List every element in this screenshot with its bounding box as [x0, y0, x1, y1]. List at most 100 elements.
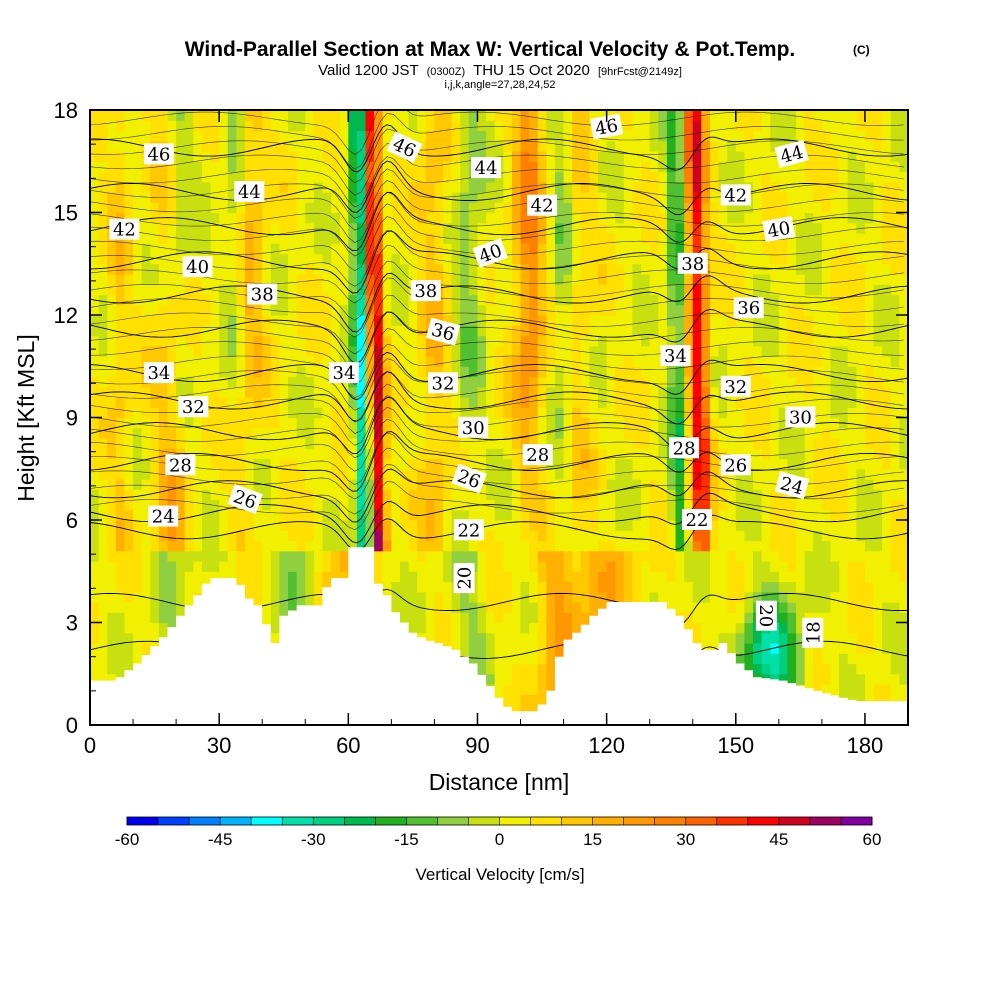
- field-cell: [761, 253, 771, 265]
- field-cell: [477, 356, 487, 367]
- field-cell: [718, 253, 728, 265]
- field-cell: [124, 263, 134, 275]
- field-cell: [589, 571, 599, 583]
- field-cell: [623, 294, 634, 306]
- field-cell: [408, 304, 418, 316]
- field-cell: [150, 427, 160, 439]
- field-cell: [425, 458, 436, 470]
- field-cell: [227, 274, 237, 285]
- field-cell: [115, 120, 126, 132]
- field-cell: [658, 571, 668, 583]
- field-cell: [460, 489, 470, 501]
- field-cell: [735, 284, 745, 296]
- field-cell: [641, 345, 651, 357]
- field-cell: [529, 335, 539, 347]
- field-cell: [262, 202, 272, 214]
- field-cell: [486, 325, 496, 337]
- field-cell: [520, 407, 530, 419]
- field-cell: [296, 263, 306, 275]
- field-cell: [787, 438, 797, 449]
- field-cell: [425, 427, 436, 439]
- field-cell: [356, 304, 367, 316]
- field-cell: [744, 161, 754, 173]
- field-cell: [339, 438, 349, 449]
- field-cell: [692, 550, 702, 562]
- field-cell: [348, 294, 358, 306]
- field-cell: [201, 438, 212, 449]
- field-cell: [184, 356, 194, 367]
- field-cell: [623, 253, 634, 265]
- field-cell: [107, 489, 117, 501]
- field-cell: [537, 530, 547, 542]
- field-cell: [709, 151, 720, 162]
- field-cell: [236, 284, 246, 296]
- field-cell: [150, 171, 160, 183]
- field-cell: [486, 233, 496, 244]
- field-cell: [417, 140, 427, 152]
- field-cell: [778, 407, 789, 419]
- field-cell: [150, 284, 160, 296]
- field-cell: [718, 110, 728, 121]
- field-cell: [787, 622, 797, 634]
- field-cell: [537, 632, 547, 644]
- field-cell: [124, 110, 134, 121]
- field-cell: [443, 274, 453, 285]
- field-cell: [753, 222, 763, 234]
- field-cell: [572, 356, 582, 367]
- field-cell: [451, 448, 461, 460]
- field-cell: [408, 479, 418, 490]
- field-cell: [348, 520, 358, 531]
- field-cell: [761, 315, 771, 326]
- field-cell: [331, 284, 341, 296]
- field-cell: [718, 427, 728, 439]
- field-cell: [486, 192, 496, 203]
- field-cell: [572, 151, 582, 162]
- field-cell: [675, 294, 685, 306]
- field-cell: [210, 304, 220, 316]
- field-cell: [176, 366, 186, 378]
- field-cell: [417, 602, 427, 613]
- field-cell: [606, 530, 616, 542]
- title-mark: (C): [853, 43, 870, 57]
- field-cell: [124, 171, 134, 183]
- field-cell: [580, 222, 591, 234]
- field-cell: [572, 561, 582, 572]
- field-cell: [331, 550, 341, 562]
- field-cell: [546, 130, 556, 142]
- field-cell: [735, 345, 745, 357]
- field-cell: [649, 304, 659, 316]
- field-cell: [486, 222, 496, 234]
- field-cell: [391, 427, 401, 439]
- field-cell: [701, 417, 711, 429]
- field-cell: [270, 530, 281, 542]
- field-cell: [658, 550, 668, 562]
- field-cell: [641, 274, 651, 285]
- field-cell: [503, 345, 513, 357]
- field-cell: [563, 520, 573, 531]
- field-cell: [520, 673, 530, 685]
- field-cell: [589, 243, 599, 255]
- field-cell: [666, 161, 677, 173]
- field-cell: [417, 622, 427, 634]
- field-cell: [666, 397, 677, 408]
- field-cell: [443, 602, 453, 613]
- field-cell: [796, 509, 806, 521]
- field-cell: [270, 520, 281, 531]
- field-cell: [107, 294, 117, 306]
- field-cell: [554, 181, 565, 193]
- field-cell: [606, 151, 616, 162]
- field-cell: [520, 253, 530, 265]
- field-cell: [675, 581, 685, 593]
- field-cell: [339, 222, 349, 234]
- field-cell: [787, 509, 797, 521]
- field-cell: [520, 540, 530, 552]
- field-cell: [563, 140, 573, 152]
- field-cell: [262, 591, 272, 603]
- field-cell: [529, 345, 539, 357]
- field-cell: [201, 161, 212, 173]
- field-cell: [133, 181, 143, 193]
- field-cell: [150, 571, 160, 583]
- field-cell: [98, 468, 108, 480]
- field-cell: [356, 325, 367, 337]
- field-cell: [305, 202, 315, 214]
